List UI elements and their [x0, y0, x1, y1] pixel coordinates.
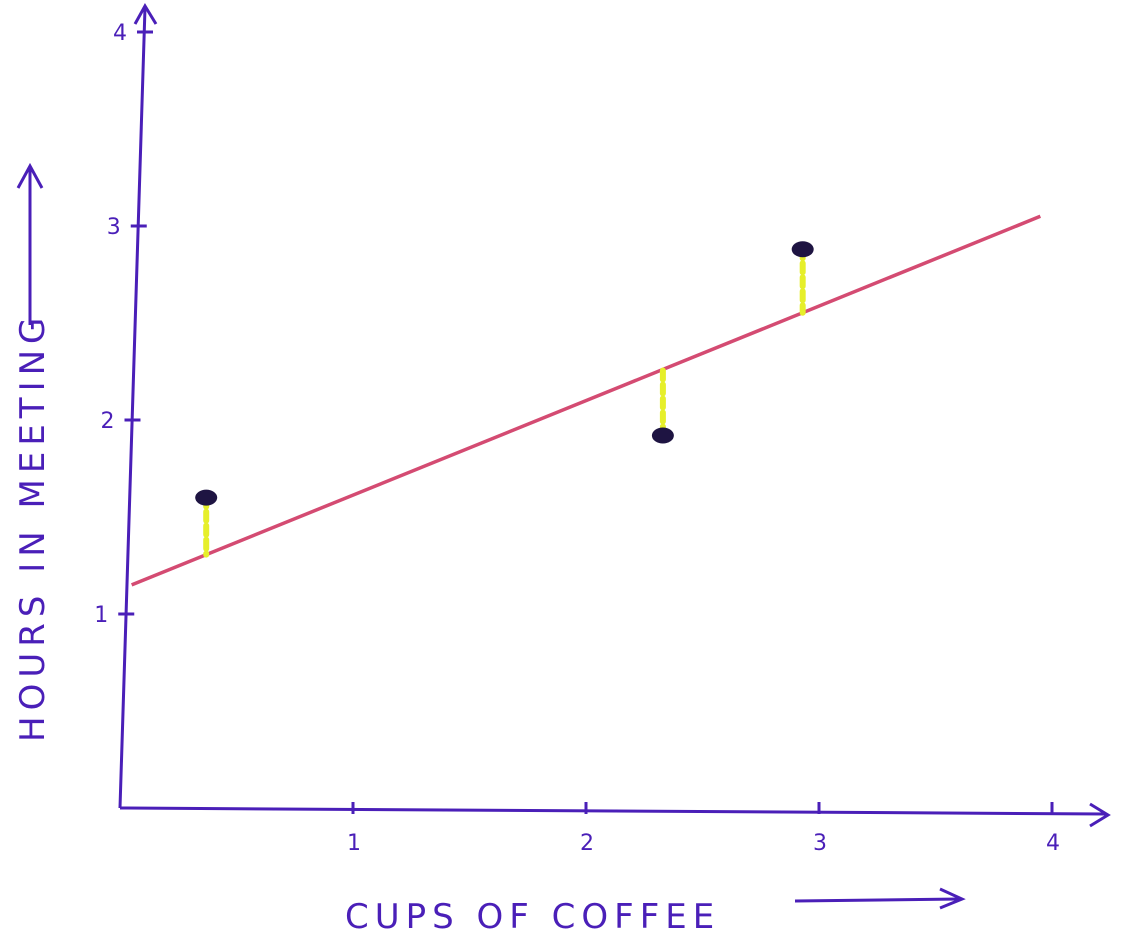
y-axis-line [118, 7, 147, 809]
data-point [791, 241, 814, 258]
fit-line-group [130, 214, 1042, 587]
x-axis-title-arrow [794, 887, 966, 910]
ticks: 1 2 3 4 1 2 3 4 [94, 21, 1060, 856]
y-tick-label: 2 [101, 409, 115, 434]
x-tick-label: 1 [347, 831, 361, 856]
y-tick-label: 3 [107, 215, 121, 240]
x-tick-label: 3 [813, 831, 827, 856]
data-point [195, 489, 218, 506]
x-tick-label: 2 [580, 831, 594, 856]
fit-line [130, 214, 1042, 587]
points-group [195, 241, 814, 506]
residuals-group [203, 246, 806, 558]
data-point [651, 427, 674, 444]
y-axis-title: HOURS IN MEETING [13, 312, 53, 742]
y-axis-title-arrow [16, 162, 44, 325]
x-axis-line [119, 806, 1107, 816]
y-tick-label: 4 [113, 21, 127, 46]
x-axis-title: CUPS OF COFFEE [345, 897, 720, 937]
x-axis-arrow [1089, 802, 1111, 828]
axes [118, 3, 1111, 828]
x-tick-label: 4 [1046, 831, 1060, 856]
y-axis-arrow [133, 3, 158, 25]
y-tick-label: 1 [94, 603, 108, 628]
